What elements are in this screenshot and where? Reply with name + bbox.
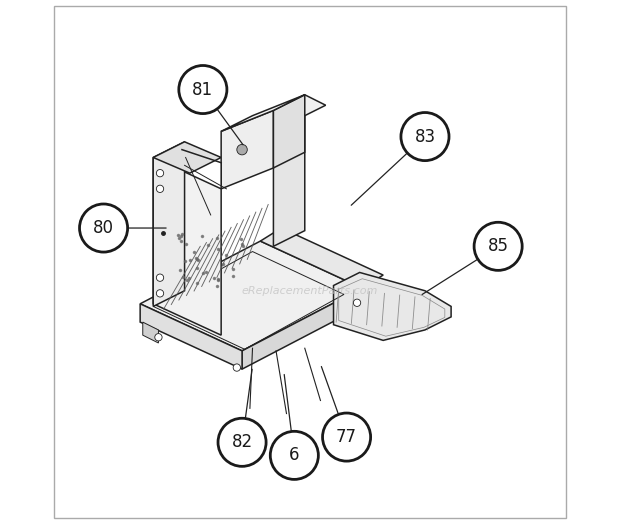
Polygon shape bbox=[242, 288, 362, 369]
Polygon shape bbox=[260, 228, 383, 288]
Polygon shape bbox=[273, 95, 305, 168]
Circle shape bbox=[155, 334, 162, 341]
Text: eReplacementParts.com: eReplacementParts.com bbox=[242, 286, 378, 296]
Circle shape bbox=[79, 204, 128, 252]
Circle shape bbox=[322, 413, 371, 461]
Polygon shape bbox=[140, 304, 242, 369]
Circle shape bbox=[474, 222, 522, 270]
Polygon shape bbox=[153, 142, 185, 307]
Circle shape bbox=[237, 145, 247, 155]
Circle shape bbox=[401, 113, 449, 161]
Polygon shape bbox=[221, 111, 273, 189]
Polygon shape bbox=[143, 322, 159, 343]
Circle shape bbox=[156, 185, 164, 192]
Text: 6: 6 bbox=[289, 446, 299, 464]
Circle shape bbox=[156, 274, 164, 281]
Circle shape bbox=[218, 418, 266, 466]
Polygon shape bbox=[153, 158, 221, 335]
Circle shape bbox=[233, 364, 241, 371]
Text: 80: 80 bbox=[93, 219, 114, 237]
Polygon shape bbox=[273, 95, 326, 121]
Polygon shape bbox=[140, 241, 362, 351]
Text: 83: 83 bbox=[414, 127, 435, 146]
Circle shape bbox=[179, 66, 227, 114]
Text: 82: 82 bbox=[231, 433, 252, 451]
Text: 81: 81 bbox=[192, 81, 213, 99]
Polygon shape bbox=[221, 95, 305, 132]
Polygon shape bbox=[334, 272, 451, 341]
Circle shape bbox=[156, 290, 164, 297]
Circle shape bbox=[156, 169, 164, 177]
Polygon shape bbox=[273, 95, 305, 246]
Polygon shape bbox=[153, 142, 221, 173]
Text: 77: 77 bbox=[336, 428, 357, 446]
Circle shape bbox=[270, 431, 318, 479]
Circle shape bbox=[353, 299, 361, 307]
Text: 85: 85 bbox=[488, 237, 508, 255]
